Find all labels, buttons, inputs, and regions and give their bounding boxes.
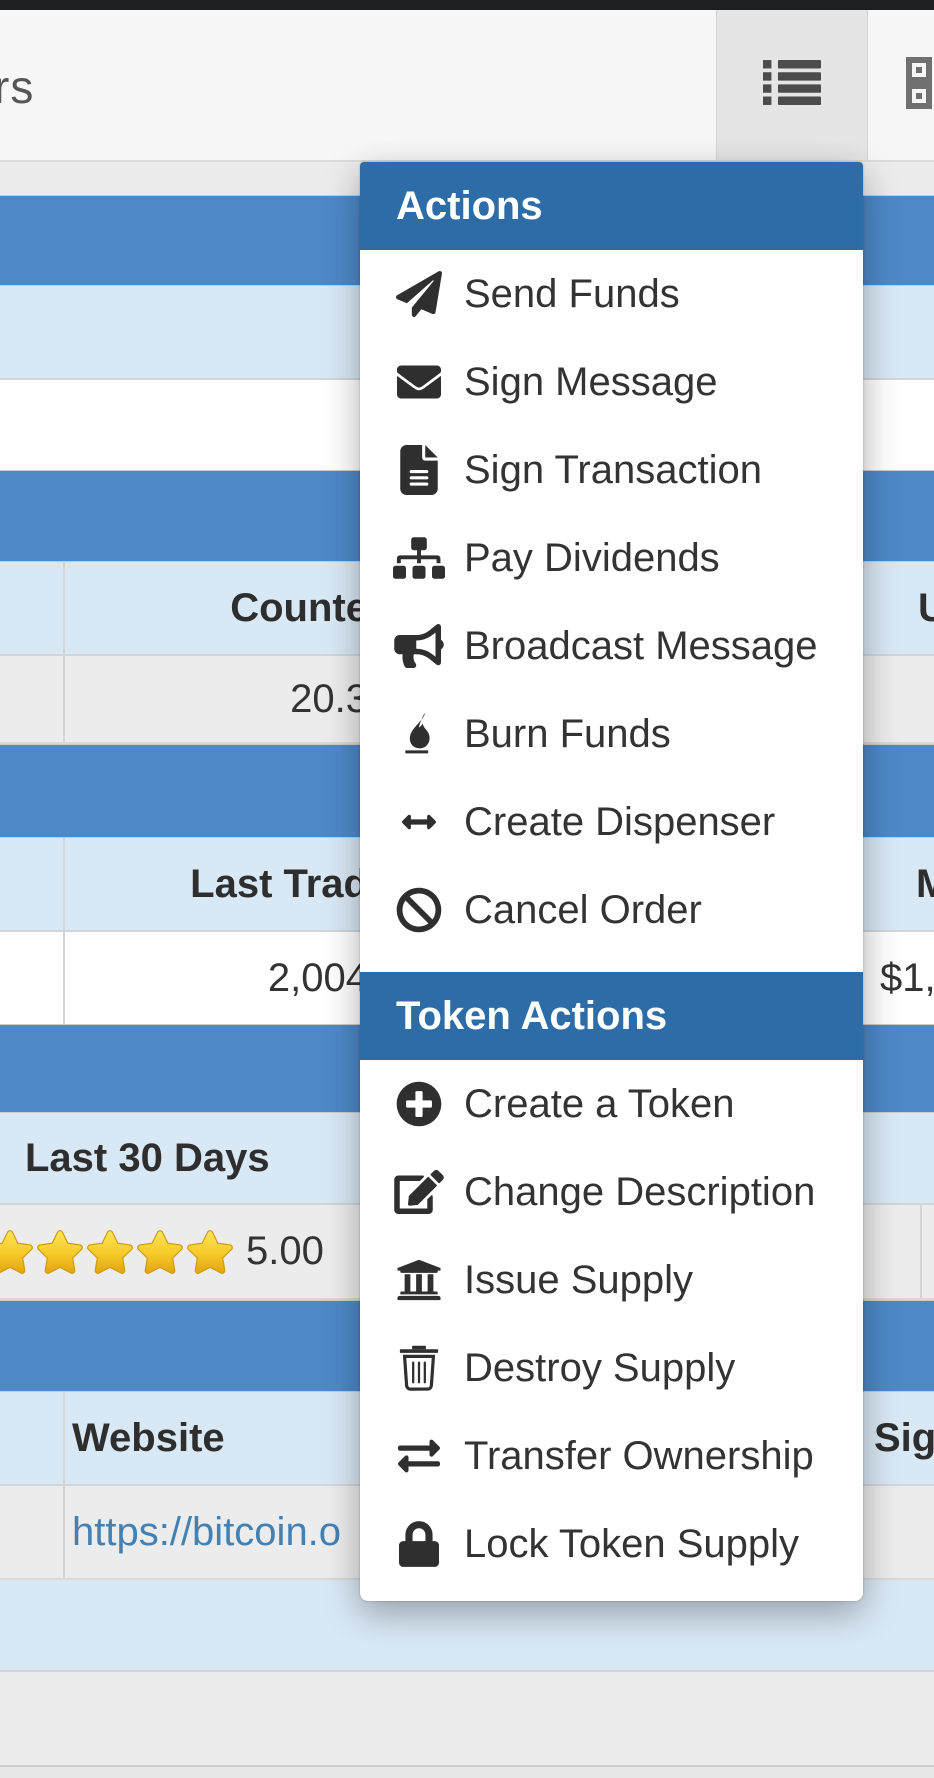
menu-item-label: Broadcast Message <box>464 623 818 668</box>
edit-icon <box>390 1170 448 1214</box>
file-text-icon <box>390 445 448 495</box>
lock-icon <box>390 1521 448 1567</box>
panel-bottom-border <box>0 1765 934 1778</box>
envelope-icon <box>390 360 448 404</box>
exchange-icon <box>390 1435 448 1477</box>
menu-item-label: Transfer Ownership <box>464 1433 814 1478</box>
column-header: Last 30 Days <box>25 1135 270 1180</box>
menu-item-label: Sign Transaction <box>464 447 762 492</box>
menu-item-label: Burn Funds <box>464 711 671 756</box>
status-bar <box>0 0 934 10</box>
column-header: U <box>918 585 934 630</box>
column-header: Counte <box>230 585 368 630</box>
qr-code-icon <box>898 56 934 114</box>
trash-icon <box>390 1344 448 1392</box>
menu-item-label: Sign Message <box>464 359 718 404</box>
menu-section-header-actions: Actions <box>360 162 863 250</box>
menu-item-create-a-token[interactable]: Create a Token <box>360 1060 863 1148</box>
star-icon <box>87 1229 133 1274</box>
table-value: 20.3 <box>290 676 368 721</box>
bullhorn-icon <box>390 624 448 668</box>
table-cell-spacer <box>0 656 65 742</box>
menu-item-label: Cancel Order <box>464 887 702 932</box>
star-icon <box>37 1229 83 1274</box>
menu-item-broadcast-message[interactable]: Broadcast Message <box>360 602 863 690</box>
menu-item-change-description[interactable]: Change Description <box>360 1148 863 1236</box>
table-cell-spacer <box>0 1486 65 1578</box>
menu-item-transfer-ownership[interactable]: Transfer Ownership <box>360 1412 863 1500</box>
menu-item-pay-dividends[interactable]: Pay Dividends <box>360 514 863 602</box>
menu-item-burn-funds[interactable]: Burn Funds <box>360 690 863 778</box>
actions-dropdown-menu: Actions Send Funds Sign Message Sign Tra… <box>360 162 863 1601</box>
paper-plane-icon <box>390 271 448 317</box>
star-icon <box>0 1229 33 1274</box>
column-header: Sig <box>874 1415 934 1460</box>
table-cell-spacer <box>0 932 65 1024</box>
menu-item-label: Lock Token Supply <box>464 1521 800 1566</box>
menu-item-label: Create a Token <box>464 1081 735 1126</box>
column-header: Last Trad <box>190 861 368 906</box>
table-cell-spacer <box>0 562 65 654</box>
website-link[interactable]: https://bitcoin.o <box>72 1509 342 1554</box>
flame-icon <box>390 709 448 759</box>
website-link-cell: https://bitcoin.o <box>72 1486 384 1578</box>
top-toolbar: rs <box>0 10 934 162</box>
rating-value: 5.00 <box>246 1229 324 1273</box>
table-cell-spacer <box>0 1392 65 1484</box>
column-header: M <box>916 861 934 906</box>
table-value: $1, <box>880 955 934 1000</box>
column-header: Website <box>72 1415 225 1460</box>
menu-item-label: Send Funds <box>464 271 680 316</box>
menu-item-lock-token-supply[interactable]: Lock Token Supply <box>360 1500 863 1588</box>
menu-item-label: Create Dispenser <box>464 799 776 844</box>
star-icon <box>137 1229 183 1274</box>
list-view-icon <box>763 60 821 110</box>
list-view-button[interactable] <box>716 10 868 160</box>
qr-code-button[interactable] <box>898 10 934 160</box>
menu-item-label: Destroy Supply <box>464 1345 736 1390</box>
star-rating: 5.00 <box>0 1205 324 1298</box>
menu-item-label: Issue Supply <box>464 1257 694 1302</box>
menu-item-label: Pay Dividends <box>464 535 720 580</box>
menu-item-issue-supply[interactable]: Issue Supply <box>360 1236 863 1324</box>
menu-item-send-funds[interactable]: Send Funds <box>360 250 863 338</box>
partial-page-title: rs <box>0 61 35 113</box>
table-cell-spacer <box>0 838 65 930</box>
menu-item-cancel-order[interactable]: Cancel Order <box>360 866 863 954</box>
table-cell-border <box>920 1205 934 1298</box>
menu-item-create-dispenser[interactable]: Create Dispenser <box>360 778 863 866</box>
arrows-horizontal-icon <box>390 805 448 839</box>
sitemap-icon <box>390 537 448 579</box>
plus-circle-icon <box>390 1081 448 1127</box>
ban-icon <box>390 887 448 933</box>
menu-item-sign-message[interactable]: Sign Message <box>360 338 863 426</box>
menu-item-destroy-supply[interactable]: Destroy Supply <box>360 1324 863 1412</box>
menu-section-gap <box>360 954 863 972</box>
menu-item-label: Change Description <box>464 1169 816 1214</box>
menu-item-sign-transaction[interactable]: Sign Transaction <box>360 426 863 514</box>
star-icon <box>187 1229 233 1274</box>
menu-section-header-token-actions: Token Actions <box>360 972 863 1060</box>
table-value: 2,004 <box>267 955 368 1000</box>
bank-icon <box>390 1257 448 1303</box>
